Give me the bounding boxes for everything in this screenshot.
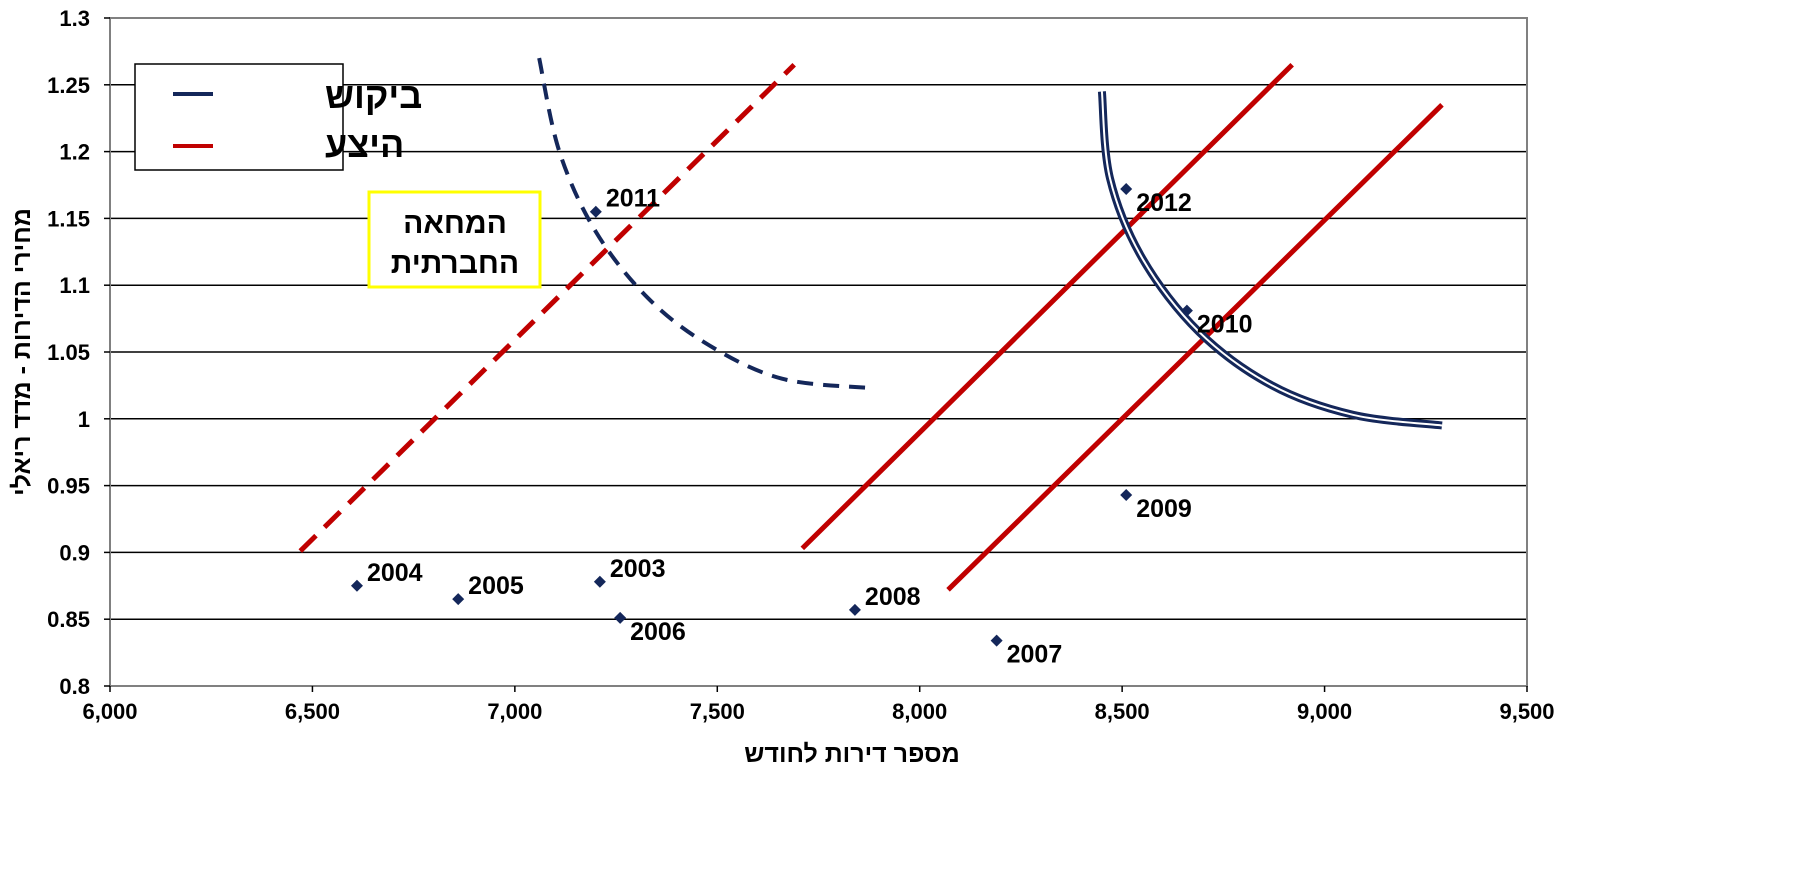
data-point-label: 2007 — [1007, 641, 1063, 669]
curves — [298, 57, 1444, 592]
x-tick-label: 6,000 — [82, 699, 137, 724]
data-point — [589, 205, 602, 218]
annotation-line-2: החברתית — [391, 247, 519, 280]
data-point-label: 2004 — [367, 559, 423, 587]
data-point-label: 2005 — [468, 572, 524, 600]
legend-label-demand: ביקוש — [325, 75, 422, 116]
y-tick-label: 1.05 — [47, 340, 90, 365]
y-axis-ticks: 0.8 0.85 0.9 0.95 1 1.05 1.1 1.15 1.2 1.25 1.3 — [47, 6, 110, 699]
annotation-social-protest: המחאה החברתית — [367, 190, 542, 289]
data-point — [614, 611, 627, 624]
data-point — [990, 634, 1003, 647]
legend-box — [134, 63, 344, 171]
x-tick-label: 7,500 — [690, 699, 745, 724]
x-tick-label: 9,000 — [1297, 699, 1352, 724]
data-point — [1120, 488, 1133, 501]
x-tick-label: 7,000 — [487, 699, 542, 724]
grid-lines — [110, 84, 1527, 620]
data-point-label: 2003 — [610, 555, 666, 583]
data-point — [593, 575, 606, 588]
data-point — [452, 593, 465, 606]
x-axis-title: מספר דירות לחודש — [744, 740, 959, 768]
y-tick-label: 0.85 — [47, 607, 90, 632]
data-point — [848, 603, 861, 616]
data-point — [1120, 183, 1133, 196]
legend: ביקוש היצע — [134, 63, 422, 171]
annotation-box — [367, 190, 542, 289]
data-points: 2003 2004 2005 2006 2007 2008 2009 2010 2011 2012 — [350, 183, 1253, 669]
demand-curve — [537, 57, 872, 391]
demand-curve — [1097, 91, 1443, 430]
x-tick-label: 8,000 — [892, 699, 947, 724]
data-point-label: 2006 — [630, 618, 686, 646]
data-point-label: 2008 — [865, 583, 921, 611]
y-axis-title: מחירי הדירות - מדד ריאלי — [8, 208, 36, 496]
x-tick-label: 8,500 — [1095, 699, 1150, 724]
annotation-line-1: המחאה — [403, 207, 507, 240]
supply-curve — [298, 62, 796, 553]
data-point-label: 2011 — [606, 185, 660, 213]
y-tick-label: 1.25 — [47, 73, 90, 98]
supply-curve — [800, 62, 1294, 551]
y-tick-label: 1 — [78, 407, 90, 432]
data-point-label: 2010 — [1197, 311, 1253, 339]
data-point-label: 2012 — [1136, 189, 1192, 217]
y-tick-label: 1.1 — [59, 273, 90, 298]
x-tick-label: 9,500 — [1499, 699, 1554, 724]
data-point — [350, 579, 363, 592]
y-tick-label: 1.2 — [59, 140, 90, 165]
y-tick-label: 1.3 — [59, 6, 90, 31]
demand-curve-inner — [1100, 91, 1443, 427]
y-tick-label: 1.15 — [47, 206, 90, 231]
supply-curve — [946, 103, 1444, 592]
data-point-label: 2009 — [1136, 495, 1192, 523]
x-axis-ticks: 6,000 6,500 7,000 7,500 8,000 8,500 9,000 9,500 — [82, 686, 1555, 724]
data-point — [1180, 304, 1193, 317]
y-tick-label: 0.8 — [59, 674, 90, 699]
legend-label-supply: היצע — [325, 124, 404, 165]
x-tick-label: 6,500 — [285, 699, 340, 724]
y-tick-label: 0.95 — [47, 474, 90, 499]
y-tick-label: 0.9 — [59, 540, 90, 565]
